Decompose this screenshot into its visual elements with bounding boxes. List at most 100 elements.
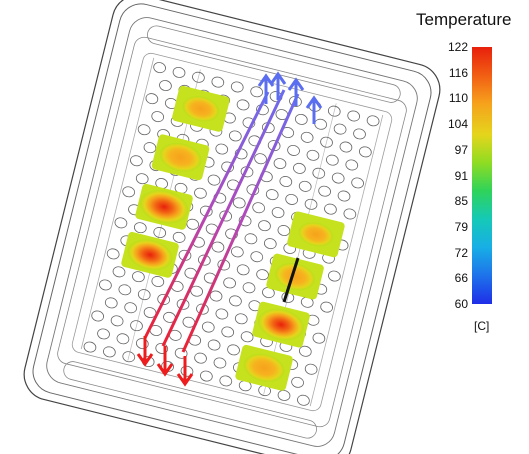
pin-fin — [298, 345, 312, 357]
colorbar-tick-label: 72 — [454, 245, 468, 260]
pin-fin — [103, 346, 116, 358]
pin-fin — [227, 344, 240, 356]
pin-fin — [366, 115, 380, 127]
pin-fin — [250, 251, 264, 263]
pin-fin — [207, 339, 221, 351]
pin-fin — [256, 269, 269, 281]
pin-fin — [318, 185, 331, 197]
chip-left-2 — [151, 134, 210, 181]
pin-fin — [252, 202, 266, 214]
pin-fin — [211, 76, 225, 88]
chip-right-2 — [266, 253, 324, 300]
pin-fin — [304, 363, 318, 375]
pin-fin — [174, 347, 188, 359]
pin-fin — [242, 282, 256, 294]
pin-fin — [211, 241, 225, 253]
pin-fin — [345, 159, 359, 171]
flow-streamlines — [143, 89, 300, 353]
pin-fin — [194, 187, 207, 199]
pin-fin — [133, 222, 147, 234]
pin-fin — [234, 148, 248, 160]
colorbar-tick-label: 60 — [454, 297, 468, 311]
pin-fin — [324, 203, 337, 215]
pin-fin — [327, 105, 341, 117]
pin-fin — [244, 233, 258, 245]
pin-fin — [112, 266, 126, 278]
colorbar-gradient — [472, 47, 492, 304]
pin-fin — [106, 248, 120, 260]
chip-top-left-1 — [172, 85, 230, 132]
pin-fin — [294, 113, 308, 125]
pin-fin — [223, 277, 236, 289]
pin-fin — [207, 174, 221, 186]
pin-fin — [153, 62, 166, 74]
pin-fin — [238, 215, 252, 227]
pin-fin — [353, 128, 366, 140]
pin-fin — [228, 130, 242, 142]
colorbar-ticks: 122 116 110 104 97 91 85 79 72 66 60 — [436, 40, 472, 311]
pin-fin — [287, 145, 300, 156]
pin-fin — [172, 66, 186, 78]
pin-fin — [285, 193, 298, 205]
legend-unit: [C] — [474, 319, 490, 333]
pin-fin — [343, 208, 357, 220]
pin-fin — [215, 143, 229, 155]
colorbar-tick-label: 91 — [454, 168, 468, 183]
pin-fin — [124, 302, 138, 314]
colorbar-tick-label: 66 — [454, 271, 468, 286]
pin-fin — [263, 238, 277, 250]
chip-right-1 — [287, 211, 345, 258]
pin-fin — [328, 270, 341, 282]
pin-fin — [221, 326, 235, 338]
pin-fin — [151, 276, 165, 287]
pin-fin — [337, 190, 351, 202]
pin-fin — [159, 80, 172, 92]
legend-title: Temperature — [416, 10, 512, 29]
hotspot-layer — [121, 85, 345, 391]
pin-fin — [135, 338, 149, 350]
pin-fin — [306, 149, 320, 161]
pin-fin — [137, 124, 151, 136]
pin-fin — [225, 228, 238, 240]
pin-fin — [122, 186, 136, 198]
pin-fin — [236, 264, 250, 276]
pin-fin — [347, 110, 361, 122]
colorbar-tick-label: 110 — [448, 91, 468, 106]
pin-fin — [232, 197, 246, 209]
colorbar-tick-label: 116 — [448, 65, 468, 80]
pin-fin — [91, 310, 105, 322]
colorbar-tick-label: 122 — [447, 40, 468, 54]
chip-right-3 — [252, 301, 310, 348]
pin-fin — [320, 136, 333, 148]
pin-fin — [300, 131, 314, 143]
pin-fin — [298, 180, 312, 192]
pin-fin — [143, 142, 157, 154]
pin-fin — [118, 284, 132, 296]
pin-fin — [333, 123, 347, 135]
chip-left-3 — [135, 183, 193, 230]
pin-fin — [213, 357, 227, 369]
pin-fin — [172, 231, 186, 243]
pin-fin — [265, 189, 279, 201]
pin-fin — [236, 99, 250, 111]
pin-fin — [256, 104, 269, 116]
pin-fin — [192, 71, 205, 83]
pin-fin — [186, 218, 200, 230]
pin-fin — [97, 328, 110, 340]
chip-left-4 — [121, 231, 179, 278]
pin-fin — [291, 376, 304, 388]
pin-fin — [273, 158, 287, 170]
pin-fin — [110, 315, 124, 327]
colorbar-tick-label: 97 — [454, 142, 468, 157]
pin-fin — [104, 297, 118, 309]
pin-fin — [116, 333, 130, 345]
pin-fin — [229, 295, 242, 307]
colorbar-tick-label: 79 — [454, 219, 468, 234]
pin-fin — [351, 177, 364, 189]
pin-fin — [271, 207, 285, 219]
colorbar-tick-label: 104 — [447, 117, 468, 132]
pin-fin — [242, 117, 256, 129]
pin-fin — [137, 289, 151, 301]
pin-fin — [135, 173, 149, 185]
